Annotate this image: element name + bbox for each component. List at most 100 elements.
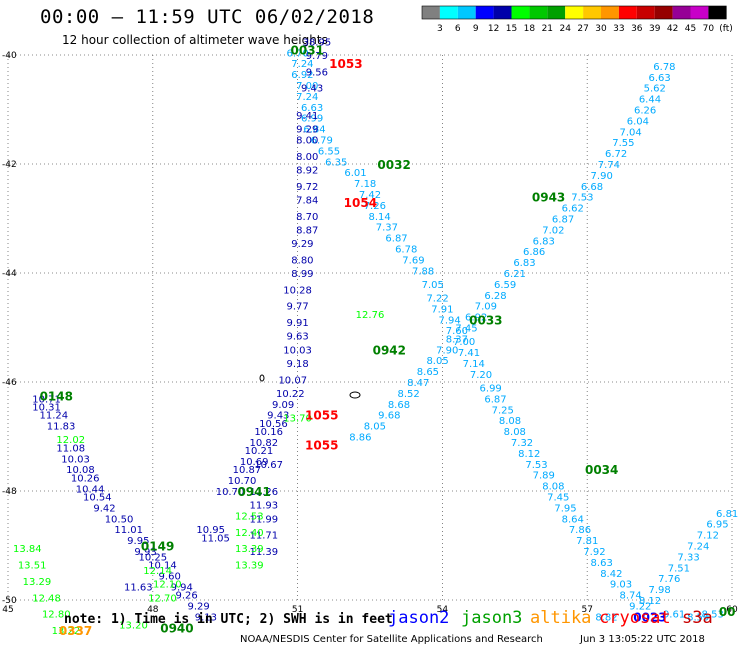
wave-height-value: 8.08 [504, 427, 526, 438]
wave-height-value: 8.92 [296, 165, 318, 176]
pass-time-label: 0031 [291, 44, 324, 58]
wave-height-value: 7.25 [492, 405, 514, 416]
wave-height-value: 10.07 [278, 375, 307, 386]
wave-height-value: 8.65 [417, 367, 439, 378]
wave-height-value: 10.14 [148, 561, 177, 572]
wave-height-value: 7.76 [658, 574, 680, 585]
wave-height-value: 13.39 [235, 561, 264, 572]
wave-height-value: 9.09 [272, 400, 294, 411]
y-tick-label: -42 [2, 160, 17, 170]
wave-height-value: 6.83 [513, 258, 535, 269]
wave-height-value: 6.87 [385, 234, 407, 245]
wave-height-value: 10.82 [249, 438, 278, 449]
wave-height-value: 6.72 [605, 149, 627, 160]
wave-height-value: 7.20 [470, 370, 492, 381]
y-tick-label: -48 [2, 487, 17, 497]
wave-height-value: 8.70 [296, 212, 318, 223]
satellite-legend-cryosat: cryosat [599, 608, 671, 628]
wave-height-value: 6.99 [480, 383, 502, 394]
wave-height-value: 9.94 [171, 582, 193, 593]
wave-height-value: 12.70 [148, 593, 177, 604]
wave-height-value: 6.84 [303, 125, 325, 136]
wave-height-value: 9.60 [159, 571, 181, 582]
scale-tick-label: 12 [488, 24, 499, 34]
wave-height-value: 7.42 [359, 190, 381, 201]
wave-height-value: 10.21 [245, 446, 274, 457]
wave-height-value: 7.55 [612, 138, 634, 149]
wave-height-value: 8.86 [349, 433, 371, 444]
pass-time-label: 0032 [377, 158, 410, 172]
wave-height-value: 9.26 [175, 591, 197, 602]
wave-height-value: 10.87 [233, 465, 262, 476]
wave-height-value: 7.05 [422, 280, 444, 291]
pass-time-label: 0941 [237, 485, 270, 499]
wave-height-value: 9.61 [663, 610, 685, 621]
wave-height-value: 7.18 [354, 179, 376, 190]
wave-height-value: 6.44 [639, 95, 661, 106]
wave-height-value: 8.64 [562, 514, 584, 525]
scale-tick-label: 42 [667, 24, 678, 34]
pass-time-label: 0940 [160, 621, 193, 635]
pass-time-label: 0149 [141, 540, 174, 554]
wave-height-value: 7.00 [296, 81, 318, 92]
wave-height-value: 7.02 [542, 225, 564, 236]
satellite-legend-s3a: s3a [682, 608, 713, 628]
wave-height-value: 7.24 [687, 542, 709, 553]
chart-subtitle: 12 hour collection of altimeter wave hei… [62, 33, 328, 47]
units-note: note: 1) Time is in UTC; 2) SWH is in fe… [64, 612, 393, 627]
scale-swatch [475, 6, 494, 19]
wave-height-value: 8.52 [397, 389, 419, 400]
scale-swatch [422, 6, 440, 19]
wave-height-value: 7.24 [291, 59, 313, 70]
wave-height-value: 7.91 [431, 304, 453, 315]
wave-height-value: 7.94 [439, 315, 461, 326]
wave-height-value: 5.62 [644, 84, 666, 95]
scale-tick-label: 70 [703, 24, 715, 34]
scale-swatch [654, 6, 673, 19]
scale-tick-label: 39 [649, 24, 661, 34]
pass-time-label: 0148 [40, 390, 73, 404]
wave-height-value: 10.03 [283, 345, 312, 356]
scale-tick-label: 30 [595, 24, 607, 34]
wave-height-value: 7.24 [296, 92, 318, 103]
wave-height-value: 10.08 [66, 465, 95, 476]
wave-height-value: 7.92 [583, 547, 605, 558]
wave-height-value: 8.00 [296, 135, 318, 146]
wave-height-value: 9.29 [296, 125, 318, 136]
wave-height-value: 11.24 [40, 411, 69, 422]
wave-height-value: 8.80 [291, 255, 313, 266]
scale-tick-label: 3 [437, 24, 443, 34]
wave-height-value: 10.71 [32, 394, 61, 405]
scale-tick-label: 15 [506, 24, 517, 34]
wave-height-value: 12.53 [235, 512, 264, 523]
scale-swatch [708, 6, 727, 19]
wave-height-value: 11.63 [124, 582, 153, 593]
wave-height-value: 8.08 [499, 416, 521, 427]
wave-height-value: 7.45 [455, 324, 477, 335]
scale-frame [421, 5, 727, 20]
wave-height-value: 12.48 [32, 593, 61, 604]
wave-height-value: 8.37 [446, 334, 468, 345]
wave-height-value: 13.51 [18, 561, 47, 572]
scale-tick-label: 45 [685, 24, 696, 34]
wave-height-value: 12.02 [56, 435, 85, 446]
wave-height-value: 9.79 [306, 51, 328, 62]
wave-height-value: 6.70 [286, 48, 308, 59]
scale-swatch [601, 6, 619, 19]
wave-height-value: 6.59 [494, 280, 516, 291]
wave-height-value: 7.51 [668, 563, 690, 574]
wave-height-value: 12.40 [235, 528, 264, 539]
wave-height-value: 9.03 [610, 580, 632, 591]
pass-time-label: 1054 [344, 196, 377, 210]
wave-height-value: 11.83 [47, 422, 76, 433]
scale-tick-label: 9 [473, 24, 479, 34]
wave-height-value: 7.90 [436, 345, 458, 356]
pass-time-label: 0942 [373, 343, 406, 357]
pass-time-label: 1055 [305, 439, 338, 453]
wave-height-value: 13.84 [13, 544, 42, 555]
wave-height-value: 11.39 [249, 547, 278, 558]
wave-height-value: 6.87 [484, 394, 506, 405]
wave-height-value: 10.50 [105, 514, 134, 525]
wave-height-value: 10.22 [276, 389, 305, 400]
